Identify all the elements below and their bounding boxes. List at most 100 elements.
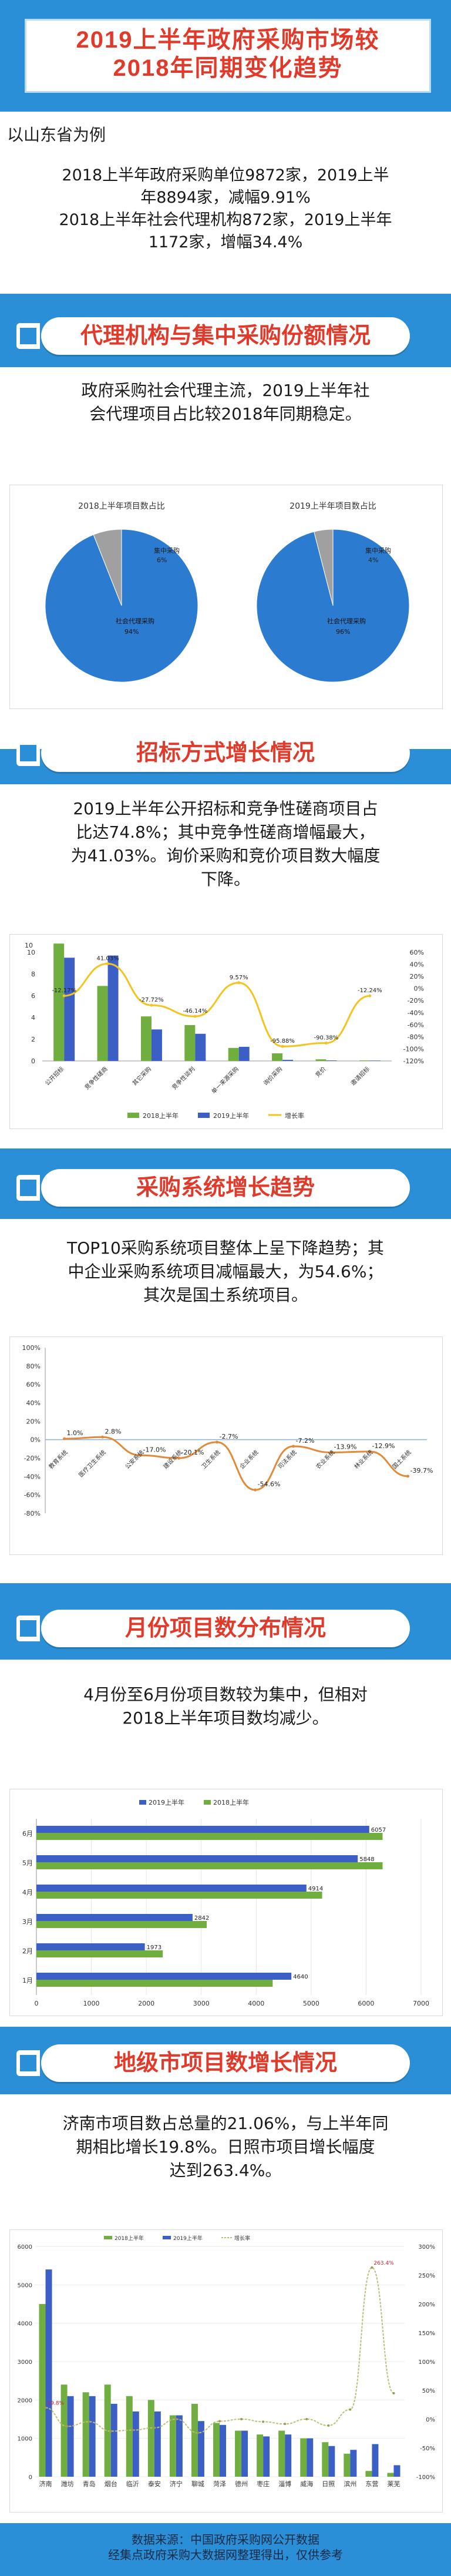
- growth-point: [371, 2266, 373, 2269]
- legend-label: 2018上半年: [143, 1111, 179, 1120]
- section-desc: 济南市项目数占总量的21.06%，与上半年同 期相比增长19.8%。日照市项目增…: [0, 2112, 451, 2182]
- bar-2018: [36, 1862, 383, 1869]
- growth-label: 19.8%: [48, 2401, 65, 2407]
- intro-subtitle: 以山东省为例: [7, 125, 106, 145]
- y2-tick-label: 0%: [426, 2417, 435, 2423]
- bar-2019: [45, 2269, 52, 2477]
- bar-2019: [64, 958, 75, 1061]
- growth-point: [240, 2418, 243, 2420]
- section-tab-icon: [16, 740, 40, 766]
- x-tick-label: 东营: [365, 2480, 378, 2488]
- x-tick-label: 滨州: [344, 2480, 356, 2488]
- legend-label: 2019上半年: [213, 1111, 249, 1120]
- y-tick-label: 6: [31, 992, 35, 1000]
- bar-2018: [126, 2396, 133, 2477]
- growth-point: [218, 2420, 221, 2423]
- footer: 数据来源：中国政府采购网公开数据 经集点政府采购大数据网整理得出，仅供参考: [0, 2532, 451, 2562]
- bar-2018: [387, 2473, 394, 2477]
- x-tick-label: 询价采购: [262, 1065, 284, 1087]
- y-tick-label: 100%: [22, 1344, 41, 1352]
- section-desc: TOP10采购系统项目整体上呈下降趋势；其 中企业采购系统项目减幅最大，为54.…: [0, 1237, 451, 1307]
- header-banner: 2019上半年政府采购市场较 2018年同期变化趋势: [22, 16, 433, 95]
- bar-2019: [220, 2424, 226, 2477]
- section-desc: 4月份至6月份项目数较为集中，但相对 2018上半年项目数均减少。: [0, 1683, 451, 1730]
- bar-value-label: 5848: [359, 1856, 374, 1863]
- x-tick-label: 公开招标: [43, 1065, 65, 1087]
- bar-2018: [36, 1921, 207, 1928]
- y-tick-label: 0: [31, 1057, 35, 1065]
- y-tick-label: 4: [31, 1014, 35, 1022]
- x-tick-label: 2000: [138, 2000, 154, 2007]
- pie-label: 社会代理采购: [327, 617, 366, 625]
- growth-label: -46.14%: [183, 1008, 207, 1015]
- section-title-text: 招标方式增长情况: [136, 741, 315, 765]
- y-tick-label: 40%: [26, 1399, 41, 1407]
- pie-charts-box: 2018上半年项目数占比 集中采购 6% 社会代理采购 94% 2019上半年项目数占比集…: [9, 485, 443, 709]
- bar-2019: [36, 1826, 369, 1833]
- bar-2018: [184, 1025, 196, 1061]
- bar-2018: [169, 2415, 176, 2477]
- y-tick-label: 4000: [18, 2321, 32, 2328]
- bar-2018: [272, 1053, 283, 1061]
- growth-point: [150, 1003, 153, 1007]
- legend-label: 增长率: [285, 1111, 304, 1120]
- section-title-cities: 地级市项目数增长情况: [16, 2044, 410, 2082]
- section-panel-monthly: 4月份至6月份项目数较为集中，但相对 2018上半年项目数均减少。 2019上半…: [0, 1660, 451, 2027]
- bar-value-label: 6057: [371, 1827, 386, 1833]
- y-tick-label: 4月: [22, 1889, 33, 1896]
- monthly-bar-chart: 2019上半年 2018上半年 0 1000 2000 3000 4000 5000 6000 7…: [22, 1798, 429, 2007]
- pie-slice: [45, 529, 198, 683]
- desc-line: 4月份至6月份项目数较为集中，但相对: [83, 1685, 368, 1704]
- y-tick-label: 0: [29, 2474, 32, 2481]
- bar-2019: [326, 1060, 337, 1061]
- growth-label: 263.4%: [373, 2261, 394, 2266]
- x-tick-label: 0: [35, 2000, 39, 2007]
- x-tick-label: 枣庄: [257, 2480, 270, 2488]
- growth-point: [131, 2429, 134, 2431]
- system-point: [292, 1445, 295, 1448]
- x-tick-label: 6000: [358, 2000, 374, 2007]
- y2-tick-label: 200%: [418, 2302, 435, 2308]
- growth-point: [281, 1044, 284, 1048]
- y-tick-label: -60%: [24, 1492, 41, 1499]
- y2-tick-label: 250%: [418, 2273, 435, 2279]
- bar-2019: [282, 1060, 294, 1061]
- bar-2019: [36, 1943, 145, 1950]
- legend-swatch: [104, 2236, 112, 2239]
- growth-point: [349, 2408, 352, 2411]
- bar-2018: [36, 1980, 273, 1987]
- x-tick-label: 邀请招标: [349, 1065, 371, 1087]
- x-tick-label: 5000: [303, 2000, 319, 2007]
- growth-point: [174, 2418, 177, 2420]
- bar-2018: [322, 2442, 329, 2477]
- bar-2018: [82, 2392, 89, 2477]
- section-desc: 2019上半年公开招标和竞争性磋商项目占 比达74.8%；其中竞争性磋商增幅最大…: [0, 797, 451, 891]
- y2-tick-label: -60%: [408, 1021, 424, 1029]
- x-tick-label: 1000: [83, 2000, 100, 2007]
- section-tab-icon: [16, 323, 40, 349]
- x-tick-label: 威海: [300, 2480, 313, 2488]
- bar-2019: [393, 2465, 400, 2477]
- bar-2018: [39, 2304, 46, 2477]
- desc-line: 2019上半年公开招标和竞争性磋商项目占: [73, 799, 378, 818]
- growth-point: [262, 2420, 265, 2423]
- pie-title: 2018上半年项目数占比: [78, 502, 165, 511]
- y-tick-label: 3月: [22, 1918, 33, 1926]
- bar-2019: [197, 2421, 204, 2477]
- bar-2018: [359, 1060, 370, 1061]
- x-tick-label: 竞价: [314, 1065, 327, 1079]
- bar-2018: [213, 2423, 220, 2477]
- bar-value-label: 1973: [147, 1944, 161, 1951]
- bar-2019: [350, 2450, 357, 2477]
- intro-text: 2018上半年政府采购单位9872家，2019上半 年8894家，减幅9.91%…: [0, 164, 451, 254]
- bar-2019: [151, 1029, 162, 1061]
- desc-line: 下降。: [200, 869, 250, 889]
- bar-value-label: 4914: [308, 1886, 323, 1892]
- x-tick-label: 聊城: [191, 2480, 204, 2488]
- legend-swatch: [127, 1113, 139, 1118]
- bar-2018: [104, 2384, 111, 2477]
- x-tick-label: 7000: [413, 2000, 429, 2007]
- footer-note: 经集点政府采购大数据网整理得出，仅供参考: [108, 2548, 343, 2562]
- pie-label: 4%: [368, 556, 378, 564]
- y-tick-label: 2月: [22, 1947, 33, 1955]
